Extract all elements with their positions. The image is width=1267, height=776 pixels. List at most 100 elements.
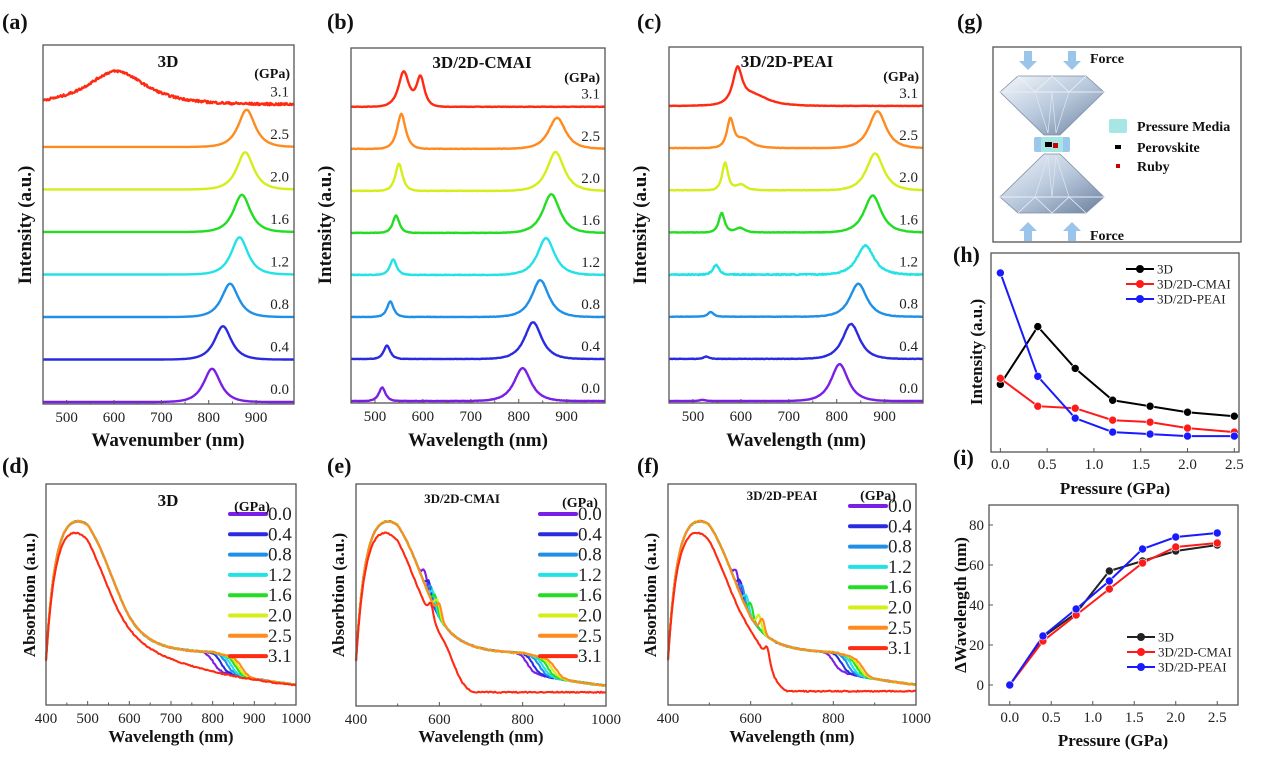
xtick-label: 800 <box>198 410 221 426</box>
ruby-sample <box>1053 143 1058 148</box>
data-point <box>1230 431 1239 441</box>
spectrum-curve-1-2 <box>42 236 295 276</box>
panel-label-a: (a) <box>2 9 28 34</box>
spectrum-curve-0-0 <box>668 362 924 403</box>
absorption-curve-1-2 <box>354 519 607 687</box>
panel-h-ylabel: Intensity (a.u.) <box>967 299 986 405</box>
panel-b-unit: (GPa) <box>564 71 600 86</box>
absorption-curve-2-5 <box>44 519 297 687</box>
pressure-label: 3.1 <box>581 87 600 103</box>
panel-h-intensity-vs-pressure: 0.0 0.5 1.0 1.5 2.0 2.5 3D3D/2D-CMAI3D/2D-PEA… <box>967 252 1244 498</box>
force-arrow-bottom-left-icon <box>1019 222 1037 241</box>
spectrum-curve-1-2 <box>350 236 606 277</box>
data-point <box>1212 538 1222 548</box>
xtick-label: 400 <box>345 712 368 728</box>
xtick-label: 900 <box>873 409 896 425</box>
spectrum-curve-3-1 <box>668 65 924 108</box>
panel-label-i: (i) <box>953 445 974 470</box>
data-point <box>1108 395 1117 405</box>
pressure-label: 2.5 <box>581 129 600 145</box>
xtick-label: 600 <box>428 712 451 728</box>
pressure-label: 2.0 <box>581 171 600 187</box>
panel-b-xticks: 500 600 700 800 900 <box>364 399 578 425</box>
legend-label: 3D/2D-PEAI <box>1157 292 1226 307</box>
data-point <box>1105 566 1114 576</box>
panel-d-xlabel: Wavelength (nm) <box>108 727 233 746</box>
absorption-curve-2-0 <box>44 519 297 686</box>
legend-label: 0.8 <box>888 537 912 558</box>
data-point <box>1070 364 1080 373</box>
panel-label-e: (e) <box>327 453 351 478</box>
absorption-curve-0-4 <box>44 520 297 686</box>
spectrum-curve-0-8 <box>668 282 924 319</box>
absorption-curve-2-5 <box>666 519 917 686</box>
panel-e-curves <box>354 519 607 694</box>
panel-b-curves <box>350 70 606 403</box>
force-arrow-top-right-icon <box>1063 51 1081 70</box>
panel-e-xlabel: Wavelength (nm) <box>418 727 543 746</box>
legend-label: 1.6 <box>268 585 292 606</box>
perovskite-sample <box>1045 142 1052 147</box>
data-point <box>1108 427 1117 437</box>
spectrum-curve-2-5 <box>668 110 924 150</box>
legend-label-ruby: Ruby <box>1137 160 1170 175</box>
panel-f-legend-title: (GPa) <box>860 489 896 504</box>
legend-label: 3.1 <box>578 646 602 667</box>
panel-e-legend: 0.00.40.81.21.62.02.53.1 <box>538 504 602 667</box>
data-point <box>1038 631 1048 641</box>
spectrum-curve-0-4 <box>42 325 295 361</box>
legend-label: 3D/2D-CMAI <box>1158 645 1232 660</box>
pressure-label: 2.0 <box>899 170 918 186</box>
data-point <box>1105 584 1114 594</box>
panel-b-pressure-labels: 0.0 0.4 0.8 1.2 1.6 2.0 2.5 3.1 <box>581 87 600 397</box>
xtick-label: 600 <box>103 410 126 426</box>
legend-label: 1.6 <box>578 585 602 606</box>
panel-a-frame <box>42 44 295 405</box>
data-point <box>1171 532 1181 542</box>
panel-a-pl-spectra-3d: 0.0 0.4 0.8 1.2 1.6 2.0 2.5 3.1 500 600 700 800 900… <box>15 44 295 451</box>
legend-label: 1.6 <box>888 577 912 598</box>
spectrum-curve-0-0 <box>350 366 606 403</box>
data-point <box>1145 401 1155 411</box>
pressure-label: 0.4 <box>899 339 918 355</box>
legend-label: 2.5 <box>578 626 602 647</box>
legend-label: 2.0 <box>578 606 602 627</box>
diamond-bottom-icon <box>999 153 1105 214</box>
spectrum-curve-3-1 <box>42 69 295 107</box>
xtick-label: 600 <box>118 711 141 727</box>
xtick-label: 2.0 <box>1178 457 1197 473</box>
xtick-label: 800 <box>507 409 530 425</box>
panel-i-wavelength-shift-vs-pressure: 0.0 0.5 1.0 1.5 2.0 2.5 0 20 40 60 80 3D3D/2D-CMAI… <box>951 504 1239 750</box>
absorption-curve-0-8 <box>44 519 297 686</box>
legend-label: 1.2 <box>888 557 912 578</box>
legend-label: 0.4 <box>268 524 292 545</box>
data-point <box>1033 372 1043 381</box>
legend-label-pressure-media: Pressure Media <box>1137 120 1230 135</box>
xtick-label: 600 <box>730 409 753 425</box>
pressure-label: 0.8 <box>270 297 289 313</box>
legend-swatch-perovskite <box>1115 145 1121 149</box>
panel-a-pressure-labels: 0.0 0.4 0.8 1.2 1.6 2.0 2.5 3.1 <box>270 84 289 398</box>
legend-label: 3.1 <box>268 646 292 667</box>
panel-h-xlabel: Pressure (GPa) <box>1060 479 1170 498</box>
xtick-label: 500 <box>55 410 78 426</box>
xtick-label: 800 <box>825 409 848 425</box>
xtick-label: 800 <box>822 711 845 727</box>
data-point <box>1212 528 1222 538</box>
xtick-label: 700 <box>460 409 483 425</box>
xtick-label: 1.0 <box>1083 710 1102 726</box>
xtick-label: 1000 <box>901 711 931 727</box>
ytick-label: 80 <box>969 518 984 534</box>
absorption-curve-2-5 <box>354 520 607 687</box>
panel-c-frame <box>668 46 924 404</box>
legend-marker <box>1137 663 1145 671</box>
legend-marker <box>1136 265 1144 273</box>
absorption-curve-0-0 <box>44 519 297 686</box>
panel-d-legend: 0.00.40.81.21.62.02.53.1 <box>228 504 292 667</box>
xtick-label: 1.5 <box>1125 710 1144 726</box>
panel-d-xticks: 400 500 600 700 800 900 1000 <box>35 701 311 727</box>
spectrum-curve-2-0 <box>350 150 606 193</box>
force-label-bottom: Force <box>1090 229 1124 244</box>
panel-e-absorption-cmai: 0.00.40.81.21.62.02.53.1 400 600 800 1000 3… <box>329 483 621 746</box>
legend-label-perovskite: Perovskite <box>1137 141 1200 156</box>
